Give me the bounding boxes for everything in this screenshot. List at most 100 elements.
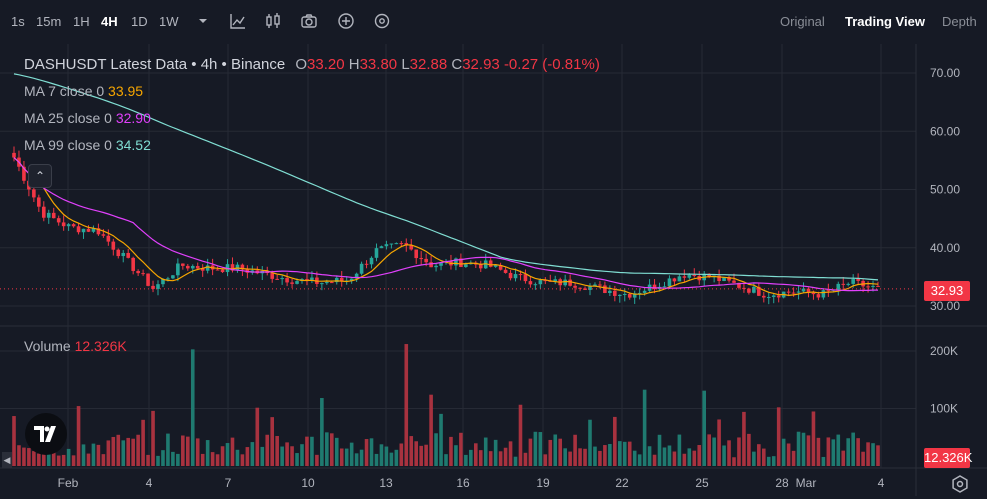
volume-bar	[871, 443, 875, 466]
candle-body	[642, 290, 647, 293]
candle-body	[141, 273, 145, 275]
candle-body	[86, 228, 91, 232]
interval-1s[interactable]: 1s	[11, 14, 25, 29]
volume-bar	[280, 446, 284, 466]
candle-body	[171, 275, 175, 279]
volume-bar	[801, 432, 806, 466]
chart-settings-icon[interactable]	[950, 474, 970, 494]
candle-body	[230, 264, 235, 271]
camera-icon[interactable]	[300, 12, 318, 30]
add-icon[interactable]	[337, 12, 355, 30]
interval-1w[interactable]: 1W	[159, 14, 179, 29]
view-depth-tab[interactable]: Depth	[942, 14, 977, 29]
interval-1h[interactable]: 1H	[73, 14, 90, 29]
candle-body	[181, 263, 185, 266]
view-trading-view-tab[interactable]: Trading View	[845, 14, 925, 29]
volume-bar	[379, 444, 384, 466]
candle-body	[111, 241, 116, 250]
candle-body	[622, 293, 627, 295]
candle-body	[384, 244, 389, 247]
volume-bar	[841, 450, 846, 466]
volume-bar	[816, 437, 821, 466]
volume-bar	[697, 445, 702, 466]
interval-dropdown-icon[interactable]	[194, 12, 212, 30]
volume-bar	[439, 413, 443, 466]
indicators-icon[interactable]	[229, 12, 247, 30]
volume-bar	[136, 434, 140, 466]
candle-body	[478, 264, 483, 269]
candle-body	[414, 249, 419, 259]
candle-body	[404, 243, 409, 246]
volume-bar	[320, 398, 324, 466]
interval-1d[interactable]: 1D	[131, 14, 148, 29]
low-key: L	[401, 56, 410, 73]
time-axis-label: 16	[456, 476, 470, 490]
collapse-legend-button[interactable]: ⌃	[28, 164, 52, 188]
volume-bar	[642, 389, 647, 466]
ma25-legend[interactable]: MA 25 close 0 32.90	[24, 110, 151, 126]
volume-bar	[692, 450, 697, 466]
volume-bar	[836, 434, 841, 466]
candle-body	[816, 294, 821, 298]
candle-body	[364, 263, 369, 265]
volume-bar	[573, 434, 577, 466]
volume-bar	[846, 438, 851, 466]
volume-bar	[632, 450, 637, 466]
volume-bar	[722, 445, 726, 466]
ma99-legend[interactable]: MA 99 close 0 34.52	[24, 137, 151, 153]
volume-bar	[488, 451, 493, 466]
candle-body	[166, 278, 170, 280]
chart-canvas[interactable]: 70.00 60.00 50.00 40.00 30.00 200K 100K Feb 4 7 10…	[0, 44, 987, 496]
candle-body	[518, 274, 523, 276]
volume-bar	[156, 455, 160, 466]
volume-bar	[354, 453, 359, 466]
volume-bar	[364, 439, 369, 466]
candle-body	[121, 252, 126, 257]
volume-bar	[86, 453, 91, 466]
interval-4h[interactable]: 4H	[101, 14, 118, 29]
candle-body	[295, 281, 299, 284]
candle-body	[498, 265, 503, 270]
candle-body	[354, 273, 359, 279]
candle-body	[801, 288, 806, 292]
candle-body	[503, 269, 508, 273]
candle-body	[106, 235, 111, 242]
candle-body	[583, 288, 587, 291]
volume-axis-label: 200K	[930, 344, 958, 358]
price-axis-label: 30.00	[930, 299, 960, 313]
scroll-left-button[interactable]: ◀	[2, 452, 12, 468]
ma7-legend[interactable]: MA 7 close 0 33.95	[24, 83, 143, 99]
volume-bar	[578, 448, 582, 466]
candle-body	[101, 234, 106, 236]
settings-icon[interactable]	[373, 12, 391, 30]
candle-body	[632, 293, 637, 298]
candle-body	[37, 197, 41, 207]
candle-body	[429, 262, 433, 268]
volume-bar	[409, 436, 414, 466]
candle-body	[672, 278, 677, 282]
volume-bar	[652, 454, 657, 466]
candle-body	[151, 285, 155, 289]
volume-bar	[493, 439, 498, 466]
candle-body	[156, 284, 160, 289]
candle-body	[176, 263, 180, 276]
volume-bar	[270, 417, 275, 466]
time-axis-label: 25	[695, 476, 709, 490]
candle-body	[737, 282, 741, 288]
volume-bar	[568, 451, 572, 466]
volume-bar	[478, 450, 483, 466]
candle-body	[305, 279, 309, 281]
candle-body	[96, 228, 101, 235]
high-key: H	[348, 56, 360, 73]
candle-type-icon[interactable]	[264, 12, 282, 30]
volume-bar	[334, 437, 339, 466]
interval-15m[interactable]: 15m	[36, 14, 62, 29]
ma7-line	[13, 157, 879, 297]
view-original-tab[interactable]: Original	[780, 14, 825, 29]
tradingview-logo[interactable]	[25, 413, 67, 455]
candle-body	[846, 283, 851, 285]
volume-bar	[17, 445, 21, 466]
ma7-value: 33.95	[108, 83, 144, 99]
volume-bar	[791, 450, 796, 466]
volume-bar	[349, 442, 354, 466]
